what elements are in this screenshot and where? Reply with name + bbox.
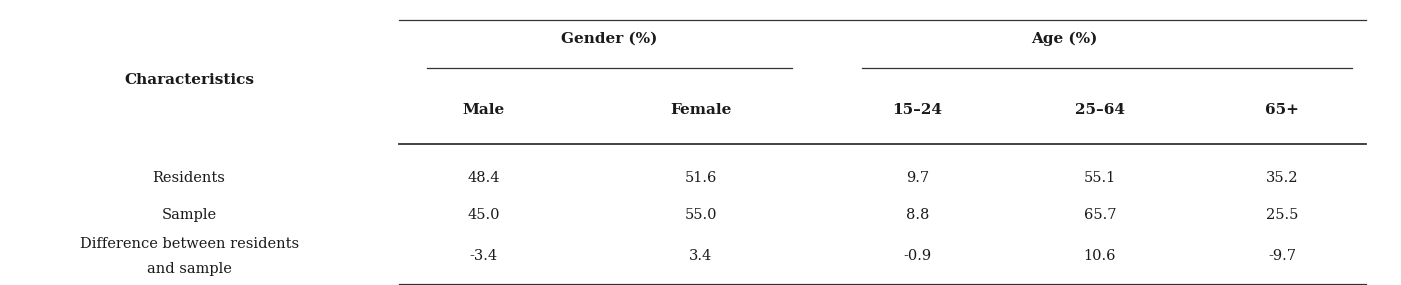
Text: 25.5: 25.5 <box>1265 208 1299 222</box>
Text: 35.2: 35.2 <box>1265 171 1299 185</box>
Text: 3.4: 3.4 <box>689 249 712 264</box>
Text: 9.7: 9.7 <box>906 171 929 185</box>
Text: Gender (%): Gender (%) <box>562 31 657 46</box>
Text: 65.7: 65.7 <box>1083 208 1117 222</box>
Text: -9.7: -9.7 <box>1268 249 1296 264</box>
Text: Difference between residents: Difference between residents <box>80 237 298 251</box>
Text: 25–64: 25–64 <box>1075 103 1125 117</box>
Text: Sample: Sample <box>161 208 217 222</box>
Text: 45.0: 45.0 <box>467 208 500 222</box>
Text: 51.6: 51.6 <box>684 171 717 185</box>
Text: Female: Female <box>670 103 731 117</box>
Text: 8.8: 8.8 <box>906 208 929 222</box>
Text: Characteristics: Characteristics <box>125 73 254 87</box>
Text: 55.0: 55.0 <box>684 208 717 222</box>
Text: 55.1: 55.1 <box>1083 171 1117 185</box>
Text: Age (%): Age (%) <box>1031 31 1098 46</box>
Text: Male: Male <box>462 103 504 117</box>
Text: 65+: 65+ <box>1265 103 1299 117</box>
Text: 48.4: 48.4 <box>467 171 500 185</box>
Text: 15–24: 15–24 <box>892 103 943 117</box>
Text: -3.4: -3.4 <box>469 249 497 264</box>
Text: and sample: and sample <box>147 262 231 276</box>
Text: -0.9: -0.9 <box>904 249 932 264</box>
Text: 10.6: 10.6 <box>1083 249 1117 264</box>
Text: Residents: Residents <box>153 171 226 185</box>
